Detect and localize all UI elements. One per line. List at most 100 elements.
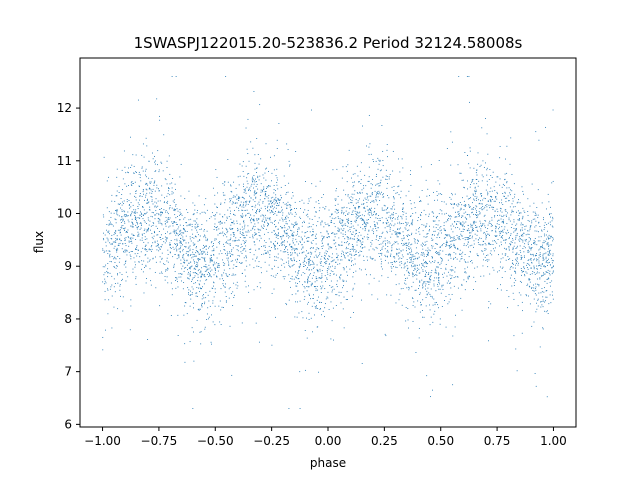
data-point	[340, 255, 342, 257]
data-point	[286, 235, 288, 237]
data-point	[156, 249, 158, 251]
data-point	[355, 216, 357, 218]
data-point	[160, 211, 162, 213]
data-point	[322, 245, 324, 247]
data-point	[549, 249, 551, 251]
data-point	[309, 274, 310, 276]
data-point	[207, 294, 209, 296]
data-point	[411, 258, 412, 260]
data-point	[250, 222, 252, 224]
data-point	[349, 248, 351, 250]
data-point	[542, 254, 544, 256]
data-point	[299, 281, 301, 283]
data-point	[552, 238, 554, 240]
data-point	[364, 210, 366, 212]
data-point	[213, 214, 215, 216]
data-point	[118, 192, 120, 193]
data-point	[165, 239, 167, 241]
data-point	[387, 183, 388, 184]
data-point	[284, 249, 285, 251]
data-point	[258, 201, 260, 203]
data-point	[203, 230, 205, 232]
data-point	[229, 287, 231, 288]
data-point	[332, 232, 334, 234]
data-point	[130, 241, 132, 243]
data-point	[174, 221, 175, 223]
data-point	[308, 198, 310, 200]
data-point	[367, 238, 369, 240]
data-point	[412, 262, 414, 264]
data-point	[523, 245, 525, 247]
data-point	[320, 232, 322, 234]
data-point	[452, 237, 454, 239]
data-point	[254, 193, 256, 194]
data-point	[336, 280, 338, 282]
data-point	[172, 222, 174, 224]
data-point	[516, 257, 518, 259]
data-point	[135, 217, 137, 219]
data-point	[212, 263, 214, 265]
data-point	[182, 236, 184, 238]
data-point	[267, 186, 269, 188]
data-point	[227, 275, 229, 277]
data-point	[299, 259, 300, 261]
data-point	[308, 222, 310, 224]
data-point	[291, 294, 293, 296]
data-point	[145, 194, 147, 196]
data-point	[386, 144, 388, 146]
data-point	[159, 249, 161, 250]
data-point	[378, 244, 380, 245]
data-point	[317, 248, 319, 250]
data-point	[166, 211, 168, 213]
data-point	[257, 188, 259, 190]
data-point	[537, 298, 539, 300]
data-point	[395, 302, 397, 304]
data-point	[150, 215, 152, 217]
data-point	[253, 241, 255, 242]
data-point	[229, 325, 231, 327]
data-point	[411, 297, 413, 299]
data-point	[330, 247, 332, 249]
data-point	[451, 204, 453, 205]
data-point	[290, 212, 292, 214]
data-point	[277, 248, 279, 250]
data-point	[536, 272, 538, 274]
data-point	[297, 270, 299, 272]
data-point	[227, 209, 229, 211]
data-point	[482, 223, 483, 225]
data-point	[353, 245, 354, 247]
data-point	[184, 259, 186, 261]
data-point	[344, 238, 346, 240]
data-point	[365, 185, 367, 187]
data-point	[168, 226, 170, 228]
data-point	[470, 232, 472, 234]
data-point	[399, 171, 401, 173]
data-point	[192, 288, 194, 290]
data-point	[537, 214, 539, 216]
data-point	[411, 232, 413, 234]
data-point	[200, 343, 202, 345]
data-point	[512, 249, 514, 251]
data-point	[437, 224, 439, 226]
data-point	[139, 239, 141, 241]
data-point	[302, 246, 304, 248]
data-point	[419, 272, 421, 274]
data-point	[452, 203, 454, 205]
data-point	[197, 258, 199, 260]
data-point	[104, 234, 106, 236]
data-point	[457, 248, 459, 250]
data-point	[229, 245, 231, 246]
data-point	[183, 258, 185, 260]
data-point	[237, 227, 239, 229]
data-point	[226, 242, 228, 244]
data-point	[282, 259, 283, 261]
data-point	[369, 209, 371, 210]
data-point	[153, 223, 155, 225]
data-point	[146, 189, 148, 191]
data-point	[426, 223, 428, 225]
data-point	[172, 192, 174, 194]
data-point	[233, 214, 235, 216]
data-point	[536, 278, 538, 280]
data-point	[385, 256, 387, 258]
data-point	[274, 219, 276, 221]
